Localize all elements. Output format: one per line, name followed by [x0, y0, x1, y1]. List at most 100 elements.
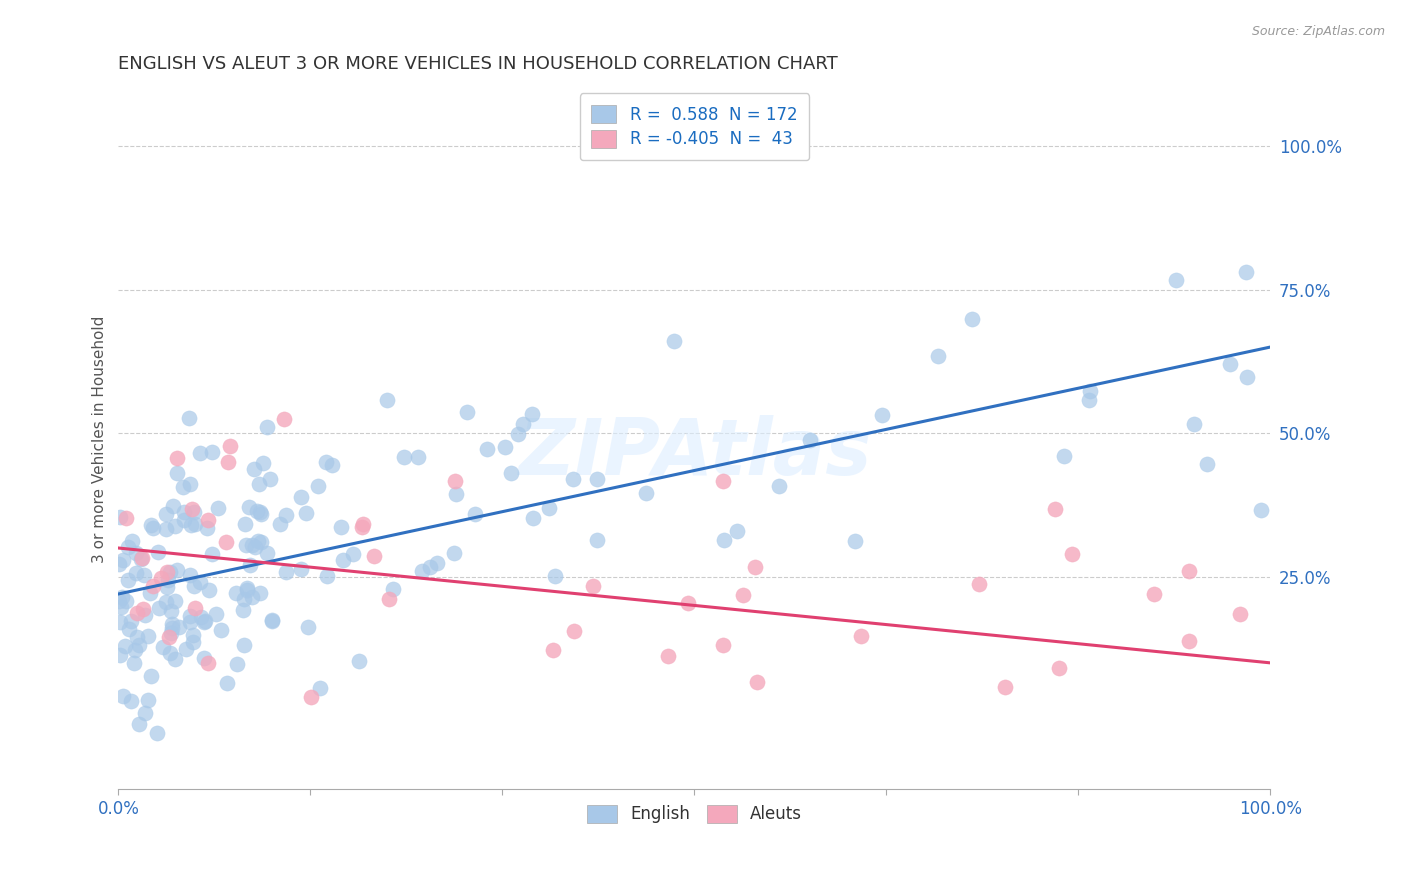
Point [713, 533, 735, 548]
Point [128, 717, 150, 731]
Point [562, 624, 585, 638]
Point [235, 539, 257, 553]
Point [662, 334, 685, 348]
Point [378, 591, 401, 606]
Point [193, 615, 215, 630]
Point [501, 466, 523, 480]
Point [163, 519, 186, 533]
Point [180, 518, 202, 533]
Point [585, 533, 607, 548]
Point [1250, 502, 1272, 516]
Point [309, 681, 332, 695]
Point [464, 507, 486, 521]
Point [108, 510, 131, 524]
Point [799, 433, 821, 447]
Point [163, 594, 186, 608]
Point [138, 586, 160, 600]
Point [159, 566, 181, 580]
Point [167, 620, 190, 634]
Point [215, 675, 238, 690]
Point [110, 599, 132, 614]
Point [139, 517, 162, 532]
Point [179, 411, 201, 425]
Point [183, 579, 205, 593]
Point [1236, 369, 1258, 384]
Point [173, 513, 195, 527]
Point [159, 647, 181, 661]
Point [108, 615, 131, 630]
Point [444, 487, 467, 501]
Point [134, 568, 156, 582]
Point [1143, 587, 1166, 601]
Point [256, 546, 278, 560]
Point [274, 508, 297, 522]
Point [377, 392, 399, 407]
Point [155, 595, 177, 609]
Point [243, 540, 266, 554]
Point [731, 589, 754, 603]
Point [183, 517, 205, 532]
Point [166, 467, 188, 481]
Point [160, 621, 183, 635]
Point [240, 538, 263, 552]
Point [744, 560, 766, 574]
Point [127, 606, 149, 620]
Point [262, 614, 284, 628]
Point [121, 533, 143, 548]
Point [259, 472, 281, 486]
Point [522, 407, 544, 421]
Point [967, 577, 990, 591]
Point [844, 534, 866, 549]
Point [725, 524, 748, 538]
Point [120, 693, 142, 707]
Point [1219, 357, 1241, 371]
Point [181, 635, 204, 649]
Point [851, 629, 873, 643]
Point [205, 607, 228, 622]
Point [162, 499, 184, 513]
Point [139, 669, 162, 683]
Point [166, 563, 188, 577]
Point [426, 556, 449, 570]
Point [994, 680, 1017, 694]
Point [197, 657, 219, 671]
Point [477, 442, 499, 456]
Point [195, 521, 218, 535]
Point [219, 439, 242, 453]
Point [207, 500, 229, 515]
Point [188, 446, 211, 460]
Point [201, 548, 224, 562]
Point [297, 620, 319, 634]
Point [256, 419, 278, 434]
Point [960, 312, 983, 326]
Point [127, 630, 149, 644]
Point [236, 582, 259, 597]
Point [209, 623, 232, 637]
Point [134, 608, 156, 623]
Point [160, 604, 183, 618]
Point [381, 582, 404, 596]
Point [115, 511, 138, 525]
Point [184, 601, 207, 615]
Point [247, 477, 270, 491]
Point [239, 558, 262, 572]
Point [114, 639, 136, 653]
Point [250, 535, 273, 549]
Point [148, 601, 170, 615]
Point [541, 642, 564, 657]
Point [745, 675, 768, 690]
Point [330, 520, 353, 534]
Point [352, 516, 374, 531]
Point [1062, 547, 1084, 561]
Point [276, 566, 298, 580]
Point [522, 511, 544, 525]
Point [232, 592, 254, 607]
Point [183, 628, 205, 642]
Point [1045, 502, 1067, 516]
Point [1164, 272, 1187, 286]
Point [173, 505, 195, 519]
Point [190, 609, 212, 624]
Point [1078, 384, 1101, 398]
Point [636, 486, 658, 500]
Point [538, 500, 561, 515]
